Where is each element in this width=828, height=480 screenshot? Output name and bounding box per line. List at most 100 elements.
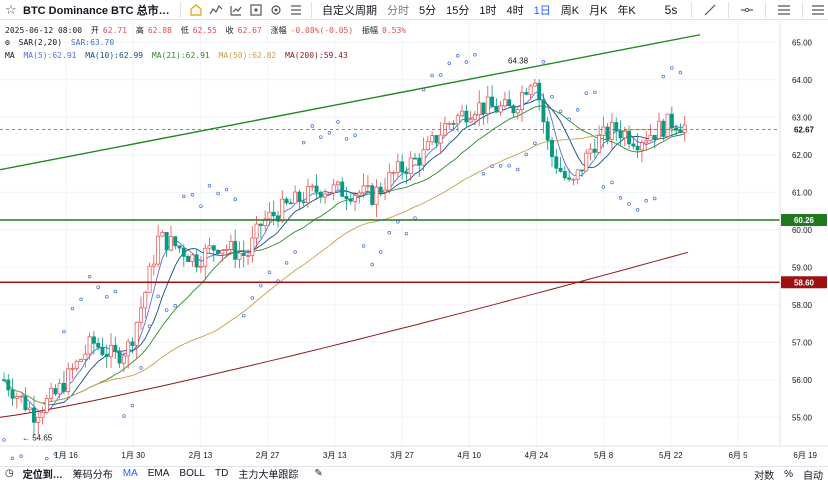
template-icon[interactable] xyxy=(286,1,306,19)
sar-dot xyxy=(319,135,323,139)
candle-body xyxy=(425,141,430,151)
timeframe-tab[interactable]: 分时 xyxy=(387,4,409,17)
divider xyxy=(765,2,766,18)
sar-dot xyxy=(404,231,409,236)
ma21-value: MA(21):62.91 xyxy=(151,51,210,60)
candle-body xyxy=(652,134,657,139)
candle-body xyxy=(190,254,195,262)
settings-icon[interactable] xyxy=(266,1,286,19)
timeframe-tab[interactable]: 年K xyxy=(617,4,636,17)
symbol-title[interactable]: BTC Dominance BTC 总市… xyxy=(23,4,170,17)
sar-dot xyxy=(293,250,297,254)
candle-body xyxy=(580,169,584,172)
sar-dot xyxy=(498,164,503,168)
timeframe-tab[interactable]: 周K xyxy=(560,4,580,17)
timeframe-tab[interactable]: 4时 xyxy=(506,4,524,17)
drawn-lines[interactable] xyxy=(0,34,780,283)
candle-body xyxy=(507,99,512,107)
candle-body xyxy=(263,218,268,226)
more-tools-icon[interactable] xyxy=(808,1,828,19)
legend-high-value: 62.88 xyxy=(147,26,172,35)
resistance-price-label-bg xyxy=(781,276,827,289)
candle-body xyxy=(592,148,597,153)
time-tick-label: 4月 24 xyxy=(525,451,549,460)
auto-scale-toggle[interactable]: 自动 xyxy=(803,470,823,480)
time-tick-label: 6月 19 xyxy=(793,451,817,460)
trend-line[interactable] xyxy=(0,34,701,171)
candle-body xyxy=(434,135,439,144)
candle-body xyxy=(301,201,306,204)
candle-body xyxy=(53,388,58,395)
sar-dot xyxy=(87,275,92,279)
ma5-value: MA(5):62.91 xyxy=(23,51,77,60)
td-indicator-button[interactable]: TD xyxy=(214,468,229,479)
sar-dot xyxy=(104,294,109,299)
divider xyxy=(802,2,803,18)
locate-to-button[interactable]: 定位到… xyxy=(22,470,63,480)
percent-scale-toggle[interactable]: % xyxy=(784,468,793,480)
price-chart[interactable]: 65.00 64.00 63.00 62.00 61.00 60.00 59.00 58.00… xyxy=(0,21,828,465)
candle-body xyxy=(584,152,589,172)
legend-amplitude-value: 0.53% xyxy=(382,26,407,35)
candle-body xyxy=(164,231,169,251)
candle-body xyxy=(361,185,366,194)
sar-dot xyxy=(464,60,469,64)
timeframe-tab[interactable]: 1时 xyxy=(479,4,497,17)
legend-low-value: 62.55 xyxy=(192,26,217,35)
sar-legend[interactable]: ⚙ SAR(2,20) SAR:63.70 xyxy=(5,38,118,47)
sar-dot xyxy=(550,94,554,99)
ma200-value: MA(200):59.43 xyxy=(285,51,348,60)
timeframe-tab[interactable]: 15分 xyxy=(446,4,470,17)
candle-body xyxy=(10,389,15,399)
interval-selector[interactable]: 5s xyxy=(664,3,678,17)
candle-body xyxy=(130,341,135,346)
candle-body xyxy=(661,120,666,137)
boll-indicator-button[interactable]: BOLL xyxy=(179,468,205,479)
chip-distribution-button[interactable]: 筹码分布 xyxy=(72,470,113,480)
candle-body xyxy=(348,198,353,202)
candle-body xyxy=(472,114,477,120)
favorite-icon[interactable] xyxy=(186,1,206,19)
candle-body xyxy=(395,161,400,173)
candle-body xyxy=(545,121,550,141)
indicator-icon[interactable] xyxy=(226,1,246,19)
sar-dot xyxy=(438,73,443,77)
ma200-line xyxy=(0,251,689,418)
candle-body xyxy=(340,181,345,197)
log-scale-toggle[interactable]: 对数 xyxy=(754,470,775,480)
candle-body xyxy=(678,129,683,133)
compare-icon[interactable] xyxy=(246,1,266,19)
legend-settings-icon[interactable]: ⚙ xyxy=(5,38,10,47)
ma-indicator-button[interactable]: MA xyxy=(122,468,138,479)
sar-dot xyxy=(79,297,83,302)
candle-body xyxy=(528,85,533,95)
ema-indicator-button[interactable]: EMA xyxy=(147,468,170,479)
candle-body xyxy=(113,344,118,352)
draw-line-icon[interactable] xyxy=(697,1,723,19)
candle-body xyxy=(601,126,606,136)
edit-icon[interactable]: ✎ xyxy=(314,468,323,479)
candle-body xyxy=(254,223,259,239)
custom-period-button[interactable]: 自定义周期 xyxy=(322,4,377,17)
horizontal-line-icon[interactable] xyxy=(734,1,760,19)
time-tick-label: 5月 22 xyxy=(659,451,683,460)
price-axis[interactable] xyxy=(780,21,828,446)
timeframe-tab-active[interactable]: 1日 xyxy=(533,4,551,17)
candle-body xyxy=(537,82,542,101)
calendar-icon[interactable]: ◷ xyxy=(5,468,14,479)
main-order-tracking-button[interactable]: 主力大单跟踪 xyxy=(238,470,299,480)
candle-body xyxy=(524,92,529,95)
timeframe-tab[interactable]: 月K xyxy=(589,4,608,17)
candle-body xyxy=(121,355,126,364)
candle-body xyxy=(511,105,516,114)
candle-body xyxy=(194,254,199,268)
timeframe-tab[interactable]: 5分 xyxy=(419,4,437,17)
ma50-value: MA(50):62.82 xyxy=(218,51,277,60)
sar-dot xyxy=(541,60,546,64)
ma-legend[interactable]: MA MA(5):62.91 MA(10):62.99 MA(21):62.91… xyxy=(5,51,352,60)
parallel-channel-icon[interactable] xyxy=(771,1,797,19)
chart-type-icon[interactable] xyxy=(206,1,226,19)
candle-body xyxy=(40,411,45,418)
bottom-right-controls: 对数 % 自动 xyxy=(749,467,828,480)
star-icon[interactable]: ☆ xyxy=(5,1,17,17)
